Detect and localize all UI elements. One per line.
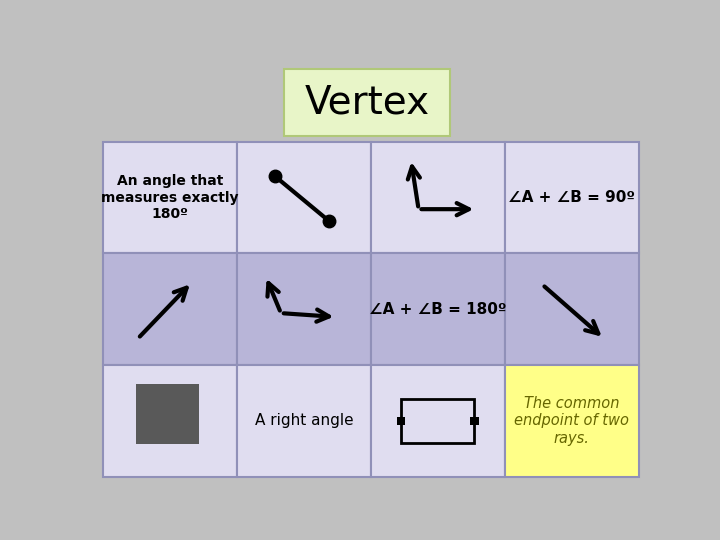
Text: Vertex: Vertex (305, 84, 430, 122)
Text: A right angle: A right angle (255, 414, 354, 428)
Text: The common
endpoint of two
rays.: The common endpoint of two rays. (514, 396, 629, 446)
Bar (237, 142, 371, 253)
Bar (371, 253, 505, 365)
Bar (371, 142, 505, 253)
Bar (104, 253, 237, 365)
Bar (104, 365, 237, 477)
Bar (505, 365, 639, 477)
Text: ∠A + ∠B = 90º: ∠A + ∠B = 90º (508, 190, 635, 205)
Text: An angle that
measures exactly
180º: An angle that measures exactly 180º (102, 174, 239, 221)
Bar (371, 365, 505, 477)
Bar (401, 399, 474, 443)
Bar (104, 142, 237, 253)
Bar (237, 253, 371, 365)
Bar (284, 69, 450, 137)
Text: ∠A + ∠B = 180º: ∠A + ∠B = 180º (369, 302, 507, 317)
Bar (505, 253, 639, 365)
Bar (505, 142, 639, 253)
Bar (237, 365, 371, 477)
Bar (470, 417, 479, 425)
Bar (135, 384, 199, 444)
Bar (397, 417, 405, 425)
